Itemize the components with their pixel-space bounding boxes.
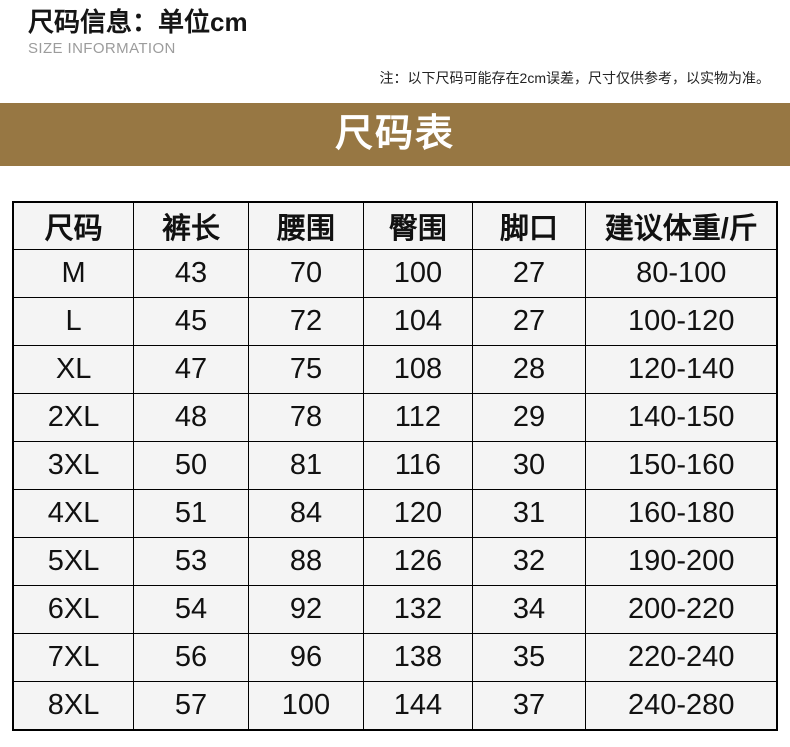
size-table: 尺码 裤长 腰围 臀围 脚口 建议体重/斤 M 43 70 100 27 80-100 L 45 72 10… — [12, 200, 778, 731]
page-subtitle: SIZE INFORMATION — [28, 39, 176, 57]
size-label-cell: M — [12, 249, 135, 298]
size-value-cell: 96 — [247, 633, 365, 682]
size-value-cell: 80-100 — [585, 249, 778, 298]
size-value-cell: 27 — [471, 249, 587, 298]
size-value-cell: 30 — [471, 441, 587, 490]
size-table-row: 3XL 50 81 116 30 150-160 — [12, 441, 778, 490]
size-value-cell: 37 — [471, 681, 587, 730]
size-value-cell: 120 — [363, 489, 473, 538]
size-value-cell: 57 — [133, 681, 249, 730]
size-table-row: 5XL 53 88 126 32 190-200 — [12, 537, 778, 586]
size-value-cell: 88 — [247, 537, 365, 586]
size-table-header-cell: 脚口 — [471, 201, 587, 250]
size-value-cell: 81 — [247, 441, 365, 490]
size-value-cell: 100 — [247, 681, 365, 730]
size-value-cell: 116 — [363, 441, 473, 490]
size-value-cell: 92 — [247, 585, 365, 634]
size-table-row: 4XL 51 84 120 31 160-180 — [12, 489, 778, 538]
size-value-cell: 190-200 — [585, 537, 778, 586]
size-table-row: L 45 72 104 27 100-120 — [12, 297, 778, 346]
size-value-cell: 34 — [471, 585, 587, 634]
size-table-header-cell: 腰围 — [247, 201, 365, 250]
size-label-cell: 4XL — [12, 489, 135, 538]
size-value-cell: 70 — [247, 249, 365, 298]
size-value-cell: 28 — [471, 345, 587, 394]
size-value-cell: 100 — [363, 249, 473, 298]
size-table-row: 7XL 56 96 138 35 220-240 — [12, 633, 778, 682]
size-value-cell: 120-140 — [585, 345, 778, 394]
size-value-cell: 84 — [247, 489, 365, 538]
size-label-cell: XL — [12, 345, 135, 394]
size-table-row: 8XL 57 100 144 37 240-280 — [12, 681, 778, 730]
size-table-row: XL 47 75 108 28 120-140 — [12, 345, 778, 394]
size-value-cell: 32 — [471, 537, 587, 586]
size-table-row: 2XL 48 78 112 29 140-150 — [12, 393, 778, 442]
page-title: 尺码信息：单位cm — [28, 7, 248, 37]
size-value-cell: 78 — [247, 393, 365, 442]
size-table-wrap: 尺码 裤长 腰围 臀围 脚口 建议体重/斤 M 43 70 100 27 80-100 L 45 72 10… — [12, 200, 778, 731]
header-block: 尺码信息：单位cm SIZE INFORMATION 注：以下尺码可能存在2cm… — [0, 0, 790, 88]
size-value-cell: 43 — [133, 249, 249, 298]
size-label-cell: 5XL — [12, 537, 135, 586]
size-value-cell: 144 — [363, 681, 473, 730]
size-value-cell: 31 — [471, 489, 587, 538]
size-label-cell: 3XL — [12, 441, 135, 490]
size-label-cell: 6XL — [12, 585, 135, 634]
size-value-cell: 35 — [471, 633, 587, 682]
size-value-cell: 47 — [133, 345, 249, 394]
size-value-cell: 132 — [363, 585, 473, 634]
size-value-cell: 56 — [133, 633, 249, 682]
size-table-header-row: 尺码 裤长 腰围 臀围 脚口 建议体重/斤 — [12, 201, 778, 250]
size-value-cell: 108 — [363, 345, 473, 394]
size-value-cell: 104 — [363, 297, 473, 346]
size-value-cell: 100-120 — [585, 297, 778, 346]
size-value-cell: 138 — [363, 633, 473, 682]
disclaimer-note: 注：以下尺码可能存在2cm误差，尺寸仅供参考，以实物为准。 — [379, 69, 770, 86]
size-value-cell: 140-150 — [585, 393, 778, 442]
size-value-cell: 72 — [247, 297, 365, 346]
size-value-cell: 126 — [363, 537, 473, 586]
size-table-header-cell: 裤长 — [133, 201, 249, 250]
size-table-header-cell: 建议体重/斤 — [585, 201, 778, 250]
size-value-cell: 48 — [133, 393, 249, 442]
size-label-cell: 8XL — [12, 681, 135, 730]
size-value-cell: 51 — [133, 489, 249, 538]
size-label-cell: L — [12, 297, 135, 346]
size-value-cell: 200-220 — [585, 585, 778, 634]
size-value-cell: 29 — [471, 393, 587, 442]
size-value-cell: 50 — [133, 441, 249, 490]
size-label-cell: 2XL — [12, 393, 135, 442]
size-value-cell: 27 — [471, 297, 587, 346]
size-value-cell: 160-180 — [585, 489, 778, 538]
size-table-header-cell: 尺码 — [12, 201, 135, 250]
size-value-cell: 240-280 — [585, 681, 778, 730]
size-value-cell: 54 — [133, 585, 249, 634]
size-table-row: M 43 70 100 27 80-100 — [12, 249, 778, 298]
size-label-cell: 7XL — [12, 633, 135, 682]
size-value-cell: 112 — [363, 393, 473, 442]
size-value-cell: 220-240 — [585, 633, 778, 682]
size-table-header-cell: 臀围 — [363, 201, 473, 250]
size-table-row: 6XL 54 92 132 34 200-220 — [12, 585, 778, 634]
size-chart-banner: 尺码表 — [0, 102, 790, 166]
size-value-cell: 75 — [247, 345, 365, 394]
size-value-cell: 150-160 — [585, 441, 778, 490]
size-value-cell: 45 — [133, 297, 249, 346]
size-value-cell: 53 — [133, 537, 249, 586]
